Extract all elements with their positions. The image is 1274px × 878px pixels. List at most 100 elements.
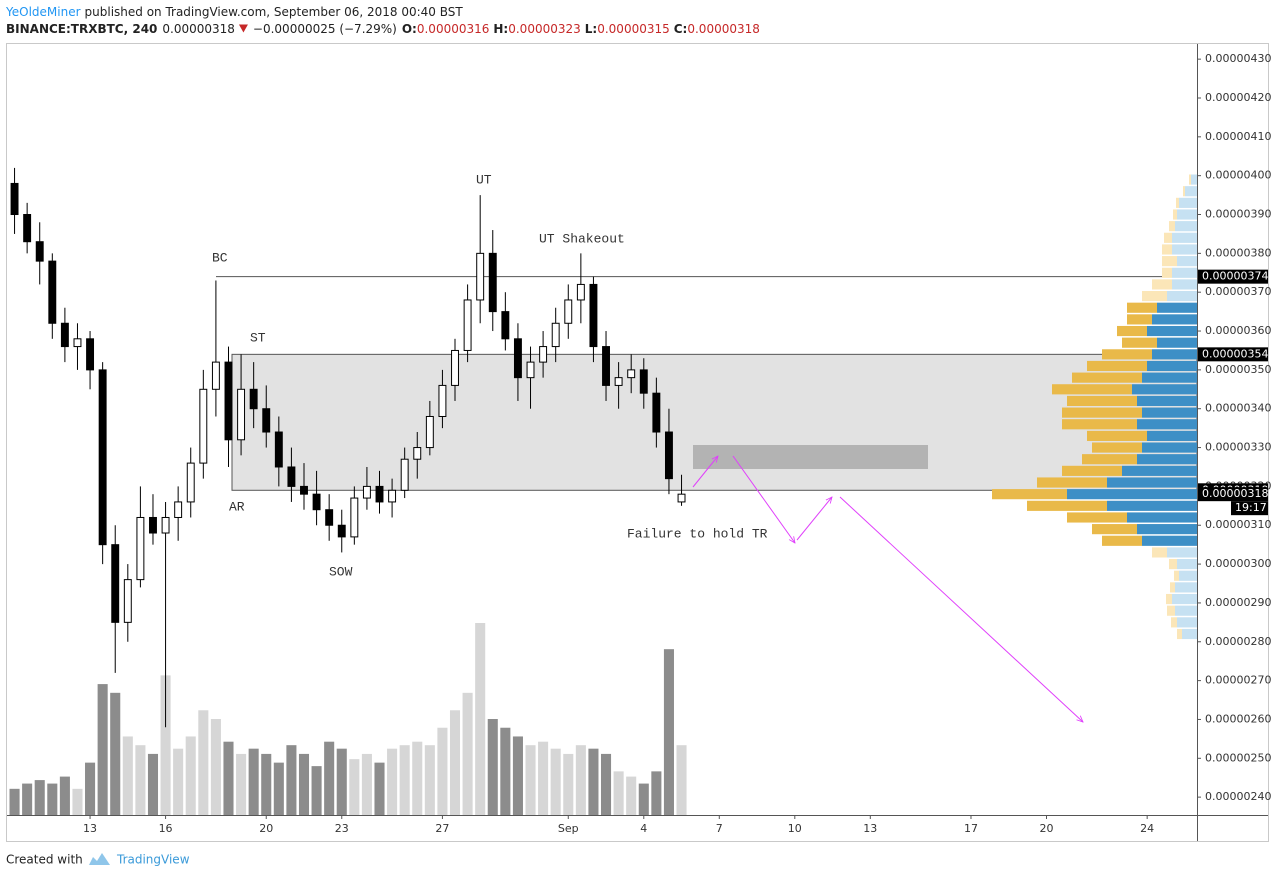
x-tick-label: 20 [1039, 822, 1053, 835]
volume-bar [311, 766, 322, 815]
candle-body [677, 493, 686, 503]
profile-down [1176, 197, 1179, 208]
volume-bar [361, 753, 372, 815]
x-tick-label: 27 [435, 822, 449, 835]
volume-bar [663, 649, 674, 815]
volume-bar [122, 736, 133, 815]
candle-body [664, 431, 673, 480]
profile-down [1164, 232, 1172, 243]
volume-bar [336, 748, 347, 815]
profile-up [1172, 279, 1197, 290]
volume-bar [387, 748, 398, 815]
profile-up [1122, 465, 1197, 476]
volume-bar [651, 771, 662, 815]
chart-frame [6, 43, 1269, 842]
profile-up [1152, 314, 1197, 325]
profile-up [1175, 582, 1197, 593]
ohlc-value: 0.00000323 [508, 22, 581, 36]
x-tick-label: 24 [1140, 822, 1154, 835]
profile-up [1142, 535, 1197, 546]
profile-up [1132, 384, 1197, 395]
volume-bar [286, 745, 297, 815]
profile-up [1067, 489, 1197, 500]
volume-bar [9, 788, 20, 815]
annotation: UT [476, 172, 492, 187]
candle-body [438, 384, 447, 417]
volume-bar [72, 788, 83, 815]
footer-brand[interactable]: TradingView [116, 853, 190, 867]
y-tick-label: 0.00000290 [1205, 596, 1271, 609]
candle-body [60, 322, 69, 348]
y-tick-label: 0.00000310 [1205, 518, 1271, 531]
ohlc-value: 0.00000315 [597, 22, 670, 36]
profile-down [1177, 628, 1182, 640]
profile-down [1166, 593, 1172, 605]
volume-bar [437, 727, 448, 815]
volume-bar [550, 748, 561, 815]
candle-body [627, 369, 636, 379]
volume-bar [600, 753, 612, 815]
candle-body [274, 431, 283, 468]
volume-bar [261, 753, 272, 815]
volume-bar [34, 780, 45, 815]
y-tick-label: 0.00000410 [1205, 130, 1271, 143]
volume-bar [47, 783, 58, 815]
x-tick-label: 13 [83, 822, 97, 835]
price-label: 0.00000374 [1202, 270, 1268, 283]
published: published on TradingView.com, September … [85, 5, 464, 19]
candle-body [35, 241, 44, 262]
ohlc-key: O: [402, 22, 417, 36]
profile-down [1162, 244, 1172, 255]
profile-up [1175, 605, 1197, 616]
profile-up [1127, 512, 1197, 523]
profile-down [1062, 419, 1137, 430]
profile-up [1137, 454, 1197, 465]
author[interactable]: YeOldeMiner [5, 5, 81, 19]
profile-up [1185, 186, 1197, 197]
volume-bar [97, 684, 108, 815]
candle-body [652, 392, 661, 433]
profile-down [1170, 582, 1175, 593]
candle-body [86, 338, 95, 371]
annotation: BC [212, 250, 228, 265]
annotation: UT Shakeout [539, 231, 625, 246]
x-tick-label: Sep [558, 822, 579, 835]
volume-bar [613, 771, 624, 815]
volume-bar [110, 692, 121, 815]
profile-up [1107, 500, 1197, 511]
profile-down [1087, 430, 1147, 441]
profile-up [1172, 593, 1197, 605]
candle-body [23, 214, 32, 243]
profile-up [1142, 407, 1197, 418]
profile-down [1067, 512, 1127, 523]
volume-bar [525, 745, 536, 815]
profile-up [1172, 244, 1197, 255]
candle-body [300, 485, 308, 495]
profile-down [1162, 267, 1172, 278]
profile-down [1062, 407, 1142, 418]
profile-down [1127, 314, 1152, 325]
y-tick-label: 0.00000340 [1205, 402, 1271, 415]
candle-body [211, 361, 220, 390]
arrow [796, 497, 832, 541]
profile-up [1177, 256, 1197, 267]
profile-up [1107, 477, 1197, 488]
profile-up [1177, 209, 1197, 220]
profile-down [1167, 605, 1175, 616]
profile-down [1169, 559, 1177, 570]
profile-down [1102, 535, 1142, 546]
candle-body [362, 485, 371, 499]
candle-body [199, 388, 208, 464]
candle-body [400, 458, 409, 491]
candle-body [249, 388, 258, 410]
profile-up [1167, 291, 1197, 302]
volume-bar [236, 753, 247, 815]
candle-body [463, 299, 472, 351]
candle-body [425, 415, 434, 449]
volume-bar [210, 719, 221, 815]
candle-body [149, 516, 157, 534]
y-tick-label: 0.00000430 [1205, 52, 1271, 65]
countdown: 19:17 [1235, 501, 1267, 514]
candle-body [488, 252, 497, 313]
